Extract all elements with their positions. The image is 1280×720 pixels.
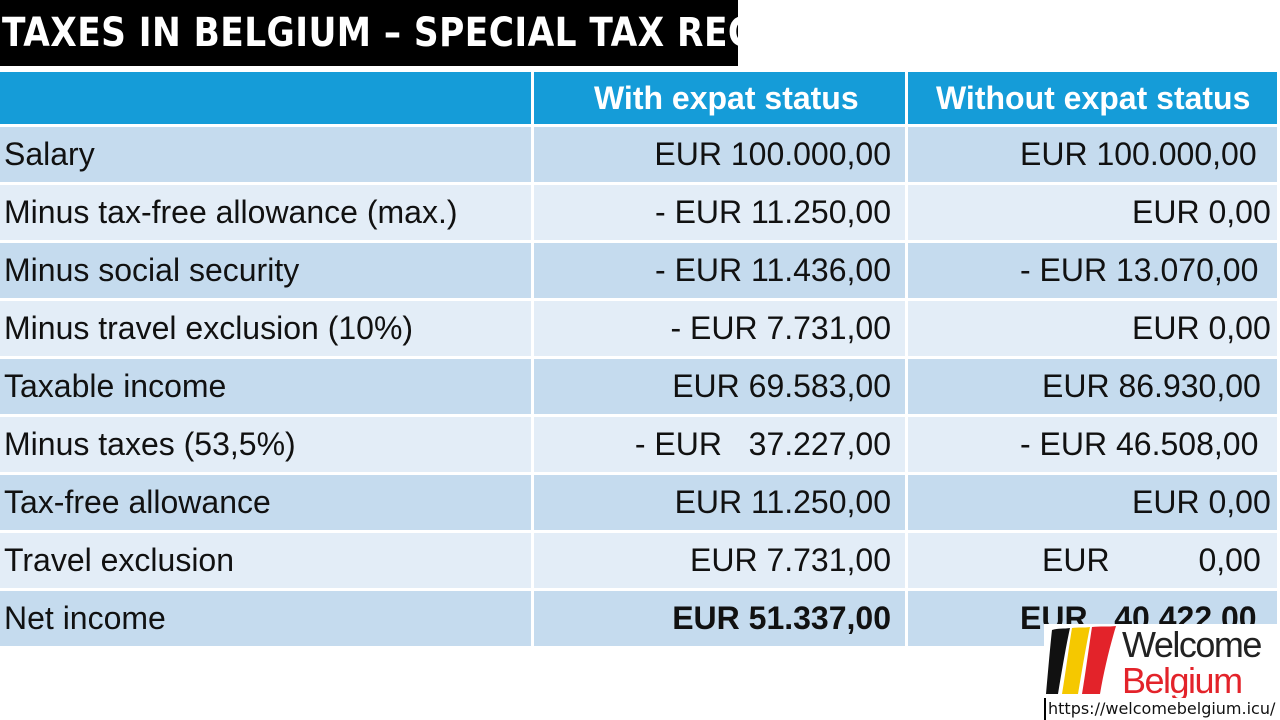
row-label: Tax-free allowance: [0, 475, 534, 533]
table-row: Minus taxes (53,5%) - EUR 37.227,00 - EU…: [0, 417, 1280, 475]
value-with-expat: - EUR 7.731,00: [534, 301, 908, 359]
table-header-row: With expat status Without expat status: [0, 72, 1280, 127]
value-without-expat: EUR 0,00: [908, 301, 1280, 359]
value-without-expat: EUR 0,00: [908, 533, 1280, 591]
row-label: Taxable income: [0, 359, 534, 417]
tax-comparison-table: With expat status Without expat status S…: [0, 72, 1280, 649]
table-row: Tax-free allowance EUR 11.250,00 EUR 0,0…: [0, 475, 1280, 533]
page-title: TAXES IN BELGIUM – SPECIAL TAX REGIME: [0, 0, 738, 66]
welcome-belgium-logo: Welcome Belgium: [1044, 624, 1280, 698]
value-with-expat: - EUR 37.227,00: [534, 417, 908, 475]
row-label: Minus taxes (53,5%): [0, 417, 534, 475]
table-row: Minus social security - EUR 11.436,00 - …: [0, 243, 1280, 301]
value-with-expat: EUR 11.250,00: [534, 475, 908, 533]
value-without-expat: EUR 0,00: [908, 475, 1280, 533]
website-url[interactable]: https://welcomebelgium.icu/: [1044, 698, 1280, 720]
row-label: Net income: [0, 591, 534, 649]
row-label: Salary: [0, 127, 534, 185]
row-label: Minus social security: [0, 243, 534, 301]
header-without-expat: Without expat status: [908, 72, 1280, 127]
row-label: Travel exclusion: [0, 533, 534, 591]
logo-text-belgium: Belgium: [1122, 660, 1242, 702]
header-with-expat: With expat status: [534, 72, 908, 127]
value-with-expat: EUR 51.337,00: [534, 591, 908, 649]
table-row: Taxable income EUR 69.583,00 EUR 86.930,…: [0, 359, 1280, 417]
table-row: Minus tax-free allowance (max.) - EUR 11…: [0, 185, 1280, 243]
value-with-expat: - EUR 11.436,00: [534, 243, 908, 301]
value-with-expat: - EUR 11.250,00: [534, 185, 908, 243]
value-without-expat: - EUR 46.508,00: [908, 417, 1280, 475]
value-with-expat: EUR 69.583,00: [534, 359, 908, 417]
value-without-expat: - EUR 13.070,00: [908, 243, 1280, 301]
value-without-expat: EUR 0,00: [908, 185, 1280, 243]
value-with-expat: EUR 7.731,00: [534, 533, 908, 591]
table-row: Minus travel exclusion (10%) - EUR 7.731…: [0, 301, 1280, 359]
header-blank: [0, 72, 534, 127]
value-without-expat: EUR 100.000,00: [908, 127, 1280, 185]
row-label: Minus travel exclusion (10%): [0, 301, 534, 359]
table-row: Travel exclusion EUR 7.731,00 EUR 0,00: [0, 533, 1280, 591]
value-without-expat: EUR 86.930,00: [908, 359, 1280, 417]
table-row: Salary EUR 100.000,00 EUR 100.000,00: [0, 127, 1280, 185]
row-label: Minus tax-free allowance (max.): [0, 185, 534, 243]
belgian-flag-icon: [1044, 624, 1120, 698]
value-with-expat: EUR 100.000,00: [534, 127, 908, 185]
